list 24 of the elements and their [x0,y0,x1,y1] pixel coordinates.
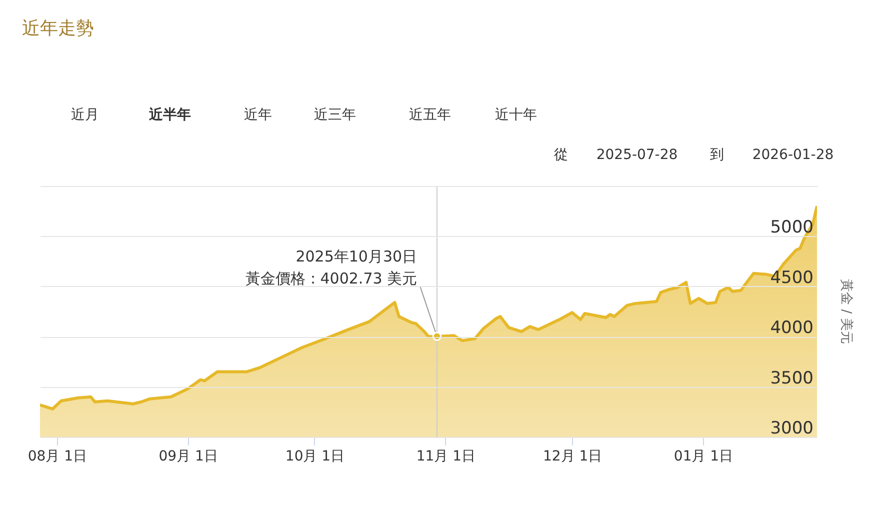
y-axis-title: 黃金 / 美元 [838,279,854,344]
text: 近年 [244,107,272,123]
text: 2026-01-28 [752,147,834,163]
annotation: 黃金價格：4002.73 美元 [245,269,418,288]
annotation: 2025年10月30日 [296,247,418,266]
text: 近十年 [495,107,537,123]
y-tick-label: 4500 [770,268,814,288]
text: 近五年 [409,107,451,123]
text: 到 [710,147,724,163]
text: 近月 [71,107,99,123]
y-tick-label: 3000 [770,418,814,438]
text: 近半年 [148,106,191,123]
y-tick-label: 3500 [770,368,814,388]
x-tick-label: 01月 1日 [674,448,734,464]
x-tick-label: 09月 1日 [158,448,218,464]
text: 2025-07-28 [596,147,678,163]
x-tick-label: 10月 1日 [285,448,345,464]
text: 近三年 [314,107,356,123]
x-tick-label: 11月 1日 [416,448,476,464]
x-tick-label: 12月 1日 [542,448,602,464]
x-tick-label: 08月 1日 [28,448,87,464]
text: 從 [554,147,568,163]
chart-title: 近年走勢 [22,18,94,39]
y-tick-label: 4000 [770,318,814,338]
